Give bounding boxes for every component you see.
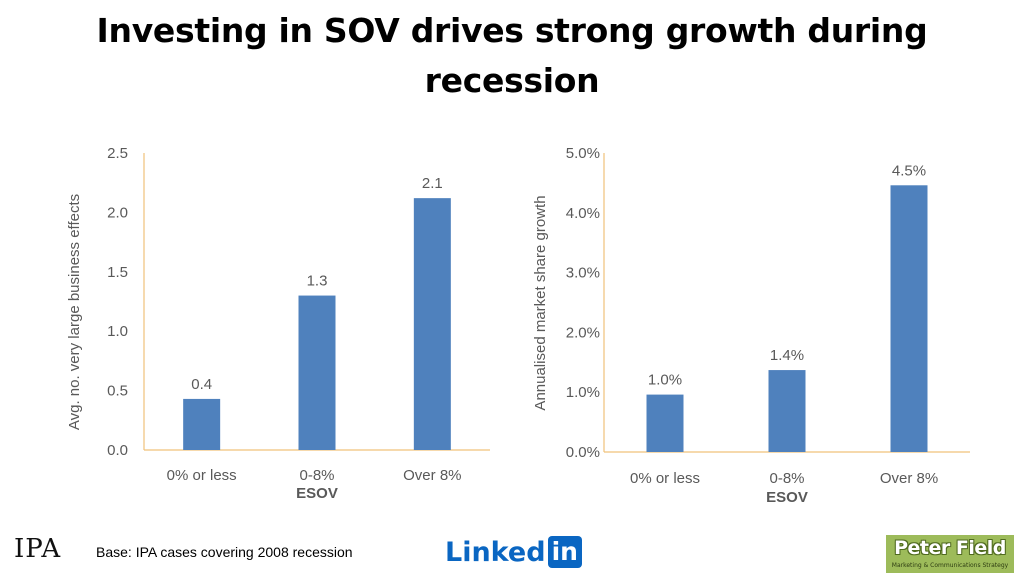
chart-1-y-tick-label: 2.0 xyxy=(107,204,128,221)
chart-1-y-tick-label: 1.5 xyxy=(107,264,128,281)
peter-field-logo: Peter Field Marketing & Communications S… xyxy=(886,535,1014,573)
chart-1-data-label: 0.4 xyxy=(191,376,212,393)
chart-2-y-tick-label: 5.0% xyxy=(566,145,600,162)
slide-title: Investing in SOV drives strong growth du… xyxy=(0,6,1024,106)
chart-1-y-axis-title: Avg. no. very large business effects xyxy=(66,194,83,430)
slide-title-line-2: recession xyxy=(424,61,600,100)
linkedin-logo: Linked in xyxy=(445,534,582,570)
chart-1-bar xyxy=(298,295,336,450)
peter-field-logo-tagline: Marketing & Communications Strategy xyxy=(891,562,1009,569)
chart-1-category-label: Over 8% xyxy=(403,467,461,484)
chart-1-bar xyxy=(183,398,221,450)
chart-2-category-label: 0% or less xyxy=(630,470,700,487)
base-note: Base: IPA cases covering 2008 recession xyxy=(96,544,353,560)
chart-1-y-tick-label: 0.5 xyxy=(107,383,128,400)
linkedin-in-badge: in xyxy=(547,536,582,568)
chart-1-y-tick-label: 1.0 xyxy=(107,323,128,340)
chart-2-bar xyxy=(768,370,806,452)
chart-2-y-axis-title: Annualised market share growth xyxy=(532,195,549,410)
chart-2-category-label: Over 8% xyxy=(880,470,938,487)
chart-2-y-tick-label: 4.0% xyxy=(566,205,600,222)
chart-1-category-label: 0-8% xyxy=(299,467,334,484)
chart-1-data-label: 1.3 xyxy=(307,273,328,290)
chart-2-data-label: 1.4% xyxy=(770,347,804,364)
chart-1-x-axis-title: ESOV xyxy=(296,485,338,502)
chart-1-y-tick-label: 0.0 xyxy=(107,442,128,459)
chart-1-data-label: 2.1 xyxy=(422,175,443,192)
chart-2-bar xyxy=(646,394,684,452)
chart-2-data-label: 4.5% xyxy=(892,162,926,179)
chart-1-category-label: 0% or less xyxy=(167,467,237,484)
linkedin-logo-text: Linked xyxy=(445,536,546,568)
chart-1-bar xyxy=(413,198,451,450)
chart-1-y-tick-label: 2.5 xyxy=(107,145,128,162)
chart-2-x-axis-title: ESOV xyxy=(766,489,808,506)
slide-title-line-1: Investing in SOV drives strong growth du… xyxy=(96,11,928,50)
chart-2-y-tick-label: 3.0% xyxy=(566,265,600,282)
chart-2-y-tick-label: 0.0% xyxy=(566,444,600,461)
chart-2-y-tick-label: 1.0% xyxy=(566,384,600,401)
chart-2-category-label: 0-8% xyxy=(769,470,804,487)
chart-2-y-tick-label: 2.0% xyxy=(566,324,600,341)
peter-field-logo-name: Peter Field xyxy=(894,537,1006,559)
ipa-logo: IPA xyxy=(14,534,62,564)
chart-2-data-label: 1.0% xyxy=(648,372,682,389)
chart-2-bar xyxy=(890,185,928,453)
